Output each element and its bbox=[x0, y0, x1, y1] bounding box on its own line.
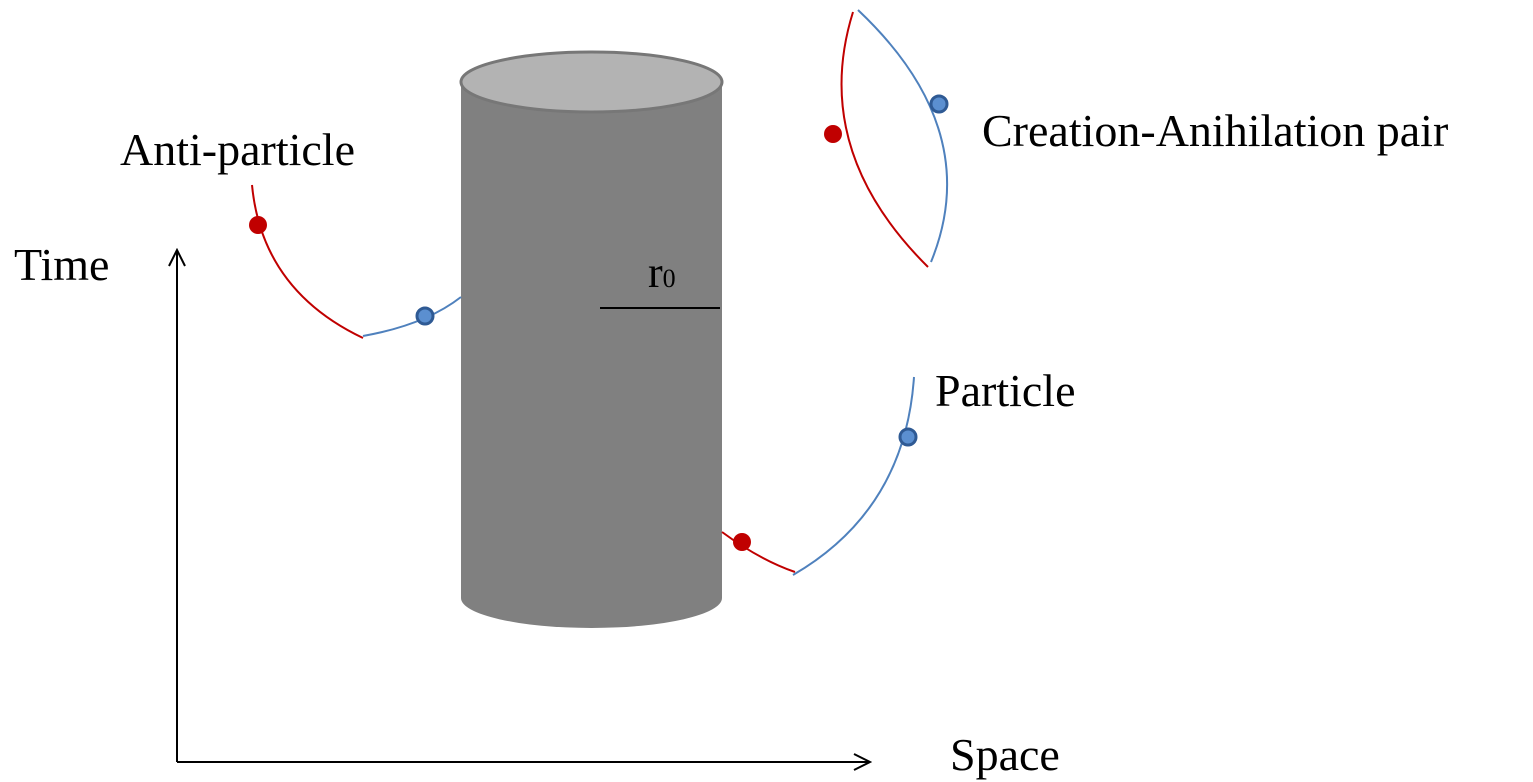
red-dot bbox=[249, 216, 267, 234]
red-worldline bbox=[722, 532, 795, 572]
particle-path bbox=[722, 377, 916, 575]
blue-dot bbox=[417, 308, 433, 324]
blue-dot bbox=[900, 429, 916, 445]
radius-base: r bbox=[648, 248, 663, 297]
red-dot bbox=[733, 533, 751, 551]
cylinder: r0 bbox=[461, 52, 722, 628]
page: r0 Anti-particle Creation-Anihilation pa… bbox=[0, 0, 1533, 782]
blue-dot bbox=[931, 96, 947, 112]
time-label: Time bbox=[14, 239, 109, 290]
cylinder-bottom bbox=[461, 568, 722, 628]
red-worldline bbox=[842, 12, 928, 267]
anti-particle-path bbox=[249, 185, 461, 338]
radius-subscript: 0 bbox=[663, 264, 676, 293]
red-dot bbox=[824, 125, 842, 143]
blue-worldline bbox=[793, 377, 914, 575]
pair-label: Creation-Anihilation pair bbox=[982, 105, 1448, 156]
blue-worldline bbox=[858, 10, 947, 262]
pair-path bbox=[824, 10, 947, 267]
particle-label: Particle bbox=[935, 365, 1076, 416]
space-label: Space bbox=[950, 729, 1060, 780]
blue-worldline bbox=[363, 297, 461, 336]
cylinder-body bbox=[461, 82, 722, 598]
red-worldline bbox=[252, 185, 363, 338]
anti-particle-label: Anti-particle bbox=[120, 124, 355, 175]
diagram: r0 Anti-particle Creation-Anihilation pa… bbox=[0, 0, 1533, 782]
cylinder-top bbox=[461, 52, 722, 112]
